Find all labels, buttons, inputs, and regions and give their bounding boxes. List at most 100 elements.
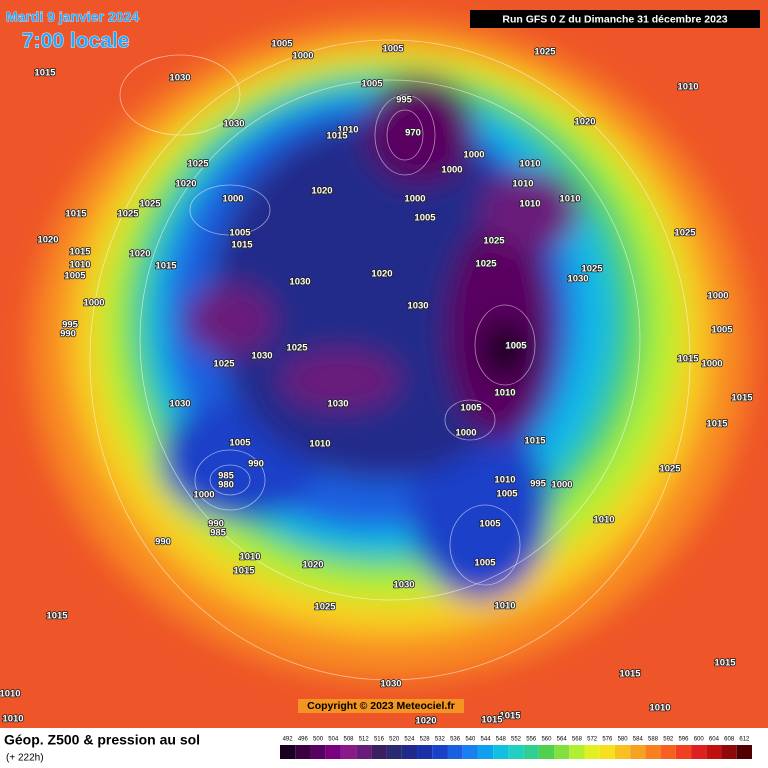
geopotential-field: [30, 20, 750, 680]
scale-label: 580: [618, 737, 629, 743]
isobar-label: 980: [218, 480, 234, 491]
scale-label: 604: [709, 737, 720, 743]
isobar-label: 1020: [371, 269, 392, 280]
isobar-label: 1005: [711, 325, 733, 336]
color-swatch: [477, 745, 494, 759]
isobar-label: 1015: [481, 715, 503, 726]
isobar-label: 1010: [337, 125, 358, 136]
isobar-label: 990: [208, 519, 224, 530]
scale-label: 540: [465, 737, 476, 743]
isobar-label: 1015: [677, 354, 699, 365]
color-swatch: [569, 745, 585, 759]
isobar-label: 1015: [155, 261, 177, 272]
scale-label: 508: [344, 737, 355, 743]
isobar-label: 995: [62, 320, 79, 331]
scale-label: 560: [541, 737, 552, 743]
isobar-label: 990: [248, 459, 264, 470]
isobar-label: 1000: [701, 359, 722, 370]
isobar-label: 1015: [231, 240, 253, 251]
isobar-label: 1030: [380, 679, 401, 690]
color-swatch: [508, 745, 524, 759]
isobar-label: 1025: [286, 343, 308, 354]
color-swatch: [660, 745, 676, 759]
scale-label: 520: [389, 737, 400, 743]
isobar-label: 1025: [674, 228, 696, 239]
isobar-label: 1025: [659, 464, 681, 475]
color-swatch: [325, 745, 341, 759]
isobar-label: 1030: [169, 399, 190, 410]
isobar-label: 1010: [0, 689, 21, 700]
isobar-label: 1015: [706, 419, 728, 430]
scale-label: 608: [724, 737, 735, 743]
color-swatch: [538, 745, 555, 759]
scale-label: 556: [526, 737, 537, 743]
isobar-label: 1010: [309, 439, 330, 450]
scale-label: 492: [283, 737, 294, 743]
isobar-label: 1000: [193, 490, 214, 501]
isobar-label: 1030: [251, 351, 272, 362]
color-swatch: [432, 745, 448, 759]
color-swatch: [721, 745, 737, 759]
isobar-label: 1010: [512, 179, 533, 190]
isobar-label: 990: [60, 329, 76, 340]
copyright: Copyright © 2023 Meteociel.fr: [307, 700, 455, 712]
isobar-label: 1025: [314, 602, 336, 613]
isobar-label: 1000: [707, 291, 728, 302]
scale-label: 536: [450, 737, 461, 743]
isobar-label: 1015: [233, 566, 255, 577]
scale-label: 576: [602, 737, 613, 743]
isobar-label: 1015: [619, 669, 641, 680]
isobar-label: 1005: [361, 79, 383, 90]
isobar-label: 1025: [117, 209, 139, 220]
color-swatch: [706, 745, 722, 759]
color-swatch: [691, 745, 707, 759]
isobar-label: 1030: [567, 274, 588, 285]
time: 7:00 locale: [22, 30, 129, 53]
isobar-label: 1005: [382, 44, 404, 55]
isobar-label: 1020: [574, 117, 595, 128]
isobar-label: 1005: [271, 39, 293, 50]
isobar-label: 995: [396, 95, 413, 106]
scale-label: 584: [633, 737, 644, 743]
scale-label: 528: [420, 737, 431, 743]
isobar-label: 1010: [2, 714, 23, 725]
color-swatch: [614, 745, 631, 759]
isobar-label: 1010: [593, 515, 614, 526]
scale-label: 548: [496, 737, 507, 743]
isobar-label: 1010: [494, 475, 515, 486]
isobar-label: 1010: [494, 601, 515, 612]
isobar-label: 1025: [534, 47, 556, 58]
isobar-label: 1015: [326, 131, 348, 142]
isobar-label: 1010: [559, 194, 580, 205]
isobar-label: 970: [405, 128, 421, 139]
isobar-label: 1015: [69, 247, 91, 258]
isobar-label: 1020: [302, 560, 323, 571]
isobar-label: 1030: [169, 73, 190, 84]
isobar-label: 1010: [239, 552, 260, 563]
isobar-label: 1005: [505, 341, 527, 352]
isobar-label: 1015: [524, 436, 546, 447]
isobar-label: 1025: [483, 236, 505, 247]
isobar-label: 1005: [64, 271, 86, 282]
isobar-label: 1015: [46, 611, 68, 622]
color-swatch: [295, 745, 311, 759]
scale-label: 572: [587, 737, 598, 743]
isobar-label: 1020: [415, 716, 436, 727]
scale-label: 500: [313, 737, 324, 743]
color-swatch: [310, 745, 326, 759]
scale-label: 496: [298, 737, 309, 743]
color-scale: 492 496 500 504 508 512 516 520 524 528 532 536 540 5…: [280, 737, 752, 759]
isobar-label: 1030: [223, 119, 244, 130]
isobar-label: 1005: [460, 403, 482, 414]
color-swatch: [356, 745, 372, 759]
color-swatch: [417, 745, 433, 759]
isobar-label: 1000: [222, 194, 243, 205]
isobar-label: 1025: [581, 264, 603, 275]
isobar-label: 1030: [327, 399, 348, 410]
lead-time: (+ 222h): [6, 753, 44, 764]
isobar-label: 1015: [65, 209, 87, 220]
isobar-label: 1020: [129, 249, 150, 260]
